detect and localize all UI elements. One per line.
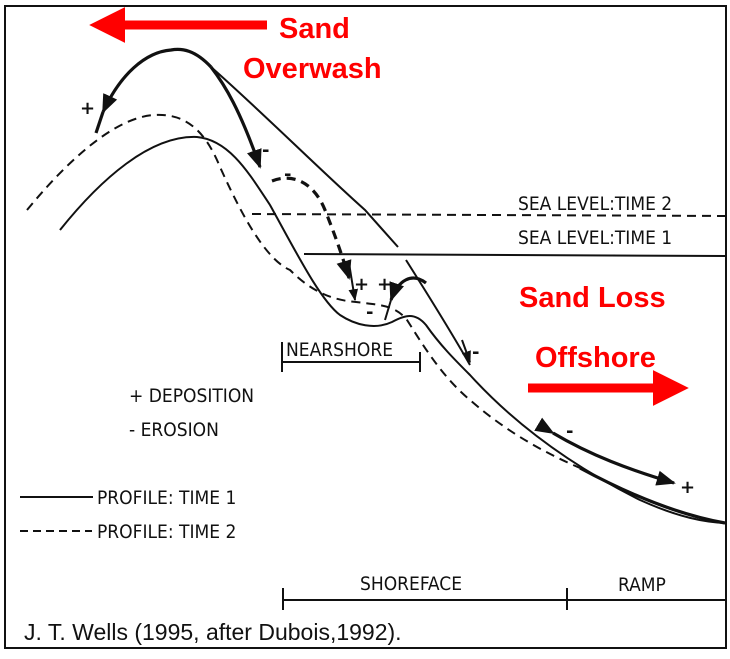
shoreface-ramp-bracket <box>282 588 726 610</box>
profile-time2-curve <box>26 113 581 469</box>
sand-loss-label: Sand Loss <box>519 282 666 314</box>
sand-overwash-label-1: Sand <box>279 13 350 45</box>
overwash-transport-arrow <box>101 47 213 114</box>
caption: J. T. Wells (1995, after Dubois,1992). <box>24 619 402 645</box>
sea-level-time1-line <box>303 253 727 257</box>
sand-overwash-label-2: Overwash <box>243 53 382 85</box>
outer-profile-line <box>210 66 471 366</box>
erosion-arrow-nearshore <box>461 339 471 364</box>
overwash-arrow-tail <box>94 111 105 134</box>
frame <box>4 5 727 649</box>
deposition-arc-right-tail <box>384 299 392 321</box>
deposition-symbol: + <box>354 274 369 295</box>
offshore-transport-arrow <box>534 417 676 486</box>
legend-deposition: + DEPOSITION <box>129 385 254 407</box>
deposition-symbol: + <box>680 477 695 498</box>
erosion-path-upper <box>209 66 262 169</box>
sea-level-time2-line <box>251 213 727 217</box>
legend-profile-time1: PROFILE: TIME 1 <box>97 487 236 509</box>
offshore-label: Offshore <box>535 342 656 374</box>
legend-profile-time2: PROFILE: TIME 2 <box>97 521 236 543</box>
erosion-symbol: - <box>366 302 373 323</box>
erosion-symbol: - <box>284 164 291 185</box>
deposition-symbol: + <box>377 274 392 295</box>
nearshore-bracket <box>281 342 421 372</box>
deposition-arc-right <box>389 276 427 302</box>
deposition-arrow-down <box>348 262 359 302</box>
ramp-label: RAMP <box>618 574 666 596</box>
erosion-symbol: - <box>566 421 573 442</box>
nearshore-label: NEARSHORE <box>286 339 393 361</box>
erosion-symbol: - <box>472 342 479 363</box>
deposition-symbol: + <box>80 98 95 119</box>
legend-erosion: - EROSION <box>129 419 219 441</box>
shoreface-label: SHOREFACE <box>360 573 462 595</box>
sea-level-time1-label: SEA LEVEL:TIME 1 <box>518 227 672 249</box>
erosion-symbol: - <box>262 140 269 161</box>
erosion-deposition-arc <box>271 176 352 280</box>
sea-level-time2-label: SEA LEVEL:TIME 2 <box>518 193 672 215</box>
